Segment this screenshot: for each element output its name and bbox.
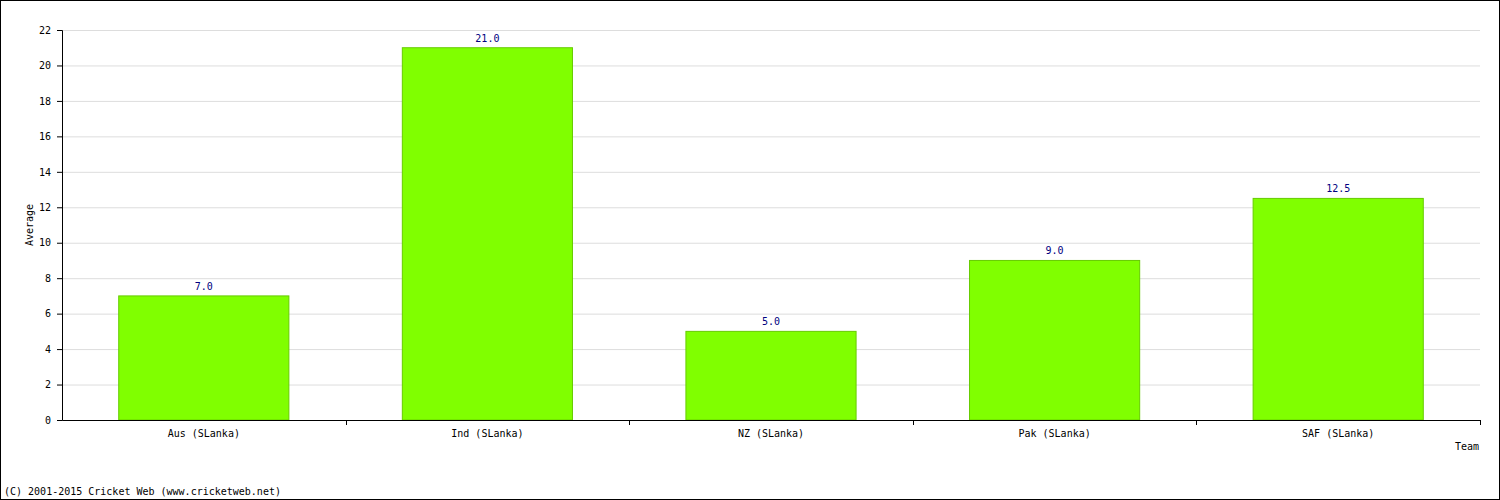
y-axis-line <box>57 31 63 421</box>
y-tick: 6 <box>45 308 62 319</box>
x-boundary-tick <box>913 420 914 425</box>
x-tick: Ind (SLanka) <box>451 420 523 439</box>
x-axis: Aus (SLanka) Ind (SLanka) NZ (SLanka) Pak (… <box>63 420 1481 439</box>
chart: 7.0 21.0 5.0 9.0 12.5 0 2 4 6 8 10 12 14 16 18 20 22 Aus … <box>0 0 1500 500</box>
x-axis-line <box>63 420 1481 421</box>
data-label: 7.0 <box>195 281 213 292</box>
y-axis-title: Average <box>24 204 35 246</box>
data-label: 9.0 <box>1046 245 1064 256</box>
y-tick: 22 <box>39 25 62 36</box>
data-label: 5.0 <box>762 316 780 327</box>
y-tick-mark <box>57 30 62 31</box>
y-tick-mark <box>57 136 62 137</box>
data-label: 12.5 <box>1326 183 1350 194</box>
y-tick-label: 20 <box>39 60 51 71</box>
x-boundary-tick <box>346 420 347 425</box>
grid-line <box>62 65 1480 66</box>
y-tick-mark <box>57 243 62 244</box>
x-boundaries <box>347 420 1481 425</box>
x-boundary-tick <box>1480 420 1481 425</box>
y-tick-mark <box>57 65 62 66</box>
y-tick: 10 <box>39 237 62 248</box>
grid-line <box>62 172 1480 173</box>
annotation: (C) 2001-2015 Cricket Web (www.cricketwe… <box>4 486 281 497</box>
y-tick-label: 6 <box>45 308 51 319</box>
y-tick: 4 <box>45 344 62 355</box>
annotations: (C) 2001-2015 Cricket Web (www.cricketwe… <box>4 486 281 497</box>
y-tick: 8 <box>45 273 62 284</box>
bars <box>119 48 1424 420</box>
y-tick: 14 <box>39 167 62 178</box>
y-tick-mark <box>57 314 62 315</box>
y-tick: 12 <box>39 202 62 213</box>
bar <box>970 260 1140 420</box>
y-tick-label: 8 <box>45 273 51 284</box>
data-labels: 7.0 21.0 5.0 9.0 12.5 <box>195 33 1350 328</box>
y-tick-label: 4 <box>45 344 51 355</box>
bar <box>402 48 572 420</box>
y-tick-mark <box>57 101 62 102</box>
x-boundary-tick <box>629 420 630 425</box>
y-tick-label: 2 <box>45 379 51 390</box>
x-tick-label: Aus (SLanka) <box>168 428 240 439</box>
y-tick-mark <box>57 278 62 279</box>
y-tick: 16 <box>39 131 62 142</box>
bar <box>686 331 856 420</box>
y-tick-label: 16 <box>39 131 51 142</box>
y-tick-mark <box>57 349 62 350</box>
grid-line <box>62 101 1480 102</box>
x-axis-title: Team <box>1455 441 1479 452</box>
y-tick-label: 14 <box>39 167 51 178</box>
y-tick-label: 18 <box>39 96 51 107</box>
y-tick-label: 10 <box>39 237 51 248</box>
data-label: 21.0 <box>475 33 499 44</box>
x-tick-label: SAF (SLanka) <box>1302 428 1374 439</box>
y-tick-label: 22 <box>39 25 51 36</box>
y-axis: 0 2 4 6 8 10 12 14 16 18 20 22 <box>39 25 63 426</box>
y-tick: 20 <box>39 60 62 71</box>
grid <box>62 31 1480 421</box>
x-tick-label: NZ (SLanka) <box>738 428 804 439</box>
y-tick-label: 0 <box>45 415 51 426</box>
y-tick-label: 12 <box>39 202 51 213</box>
x-tick: NZ (SLanka) <box>738 420 804 439</box>
grid-line <box>62 30 1480 31</box>
y-tick-mark <box>57 207 62 208</box>
x-tick: Aus (SLanka) <box>168 420 240 439</box>
y-tick-mark <box>57 385 62 386</box>
y-tick: 18 <box>39 96 62 107</box>
x-tick: SAF (SLanka) <box>1302 420 1374 439</box>
grid-line <box>62 420 1480 421</box>
y-tick: 2 <box>45 379 62 390</box>
y-tick-mark <box>57 420 62 421</box>
bar <box>119 296 289 420</box>
grid-line <box>62 136 1480 137</box>
x-tick: Pak (SLanka) <box>1018 420 1090 439</box>
x-boundary-tick <box>1196 420 1197 425</box>
x-tick-label: Ind (SLanka) <box>451 428 523 439</box>
y-tick: 0 <box>45 415 62 426</box>
bar <box>1253 198 1423 420</box>
y-tick-mark <box>57 172 62 173</box>
x-tick-label: Pak (SLanka) <box>1018 428 1090 439</box>
frame <box>1 1 1500 500</box>
